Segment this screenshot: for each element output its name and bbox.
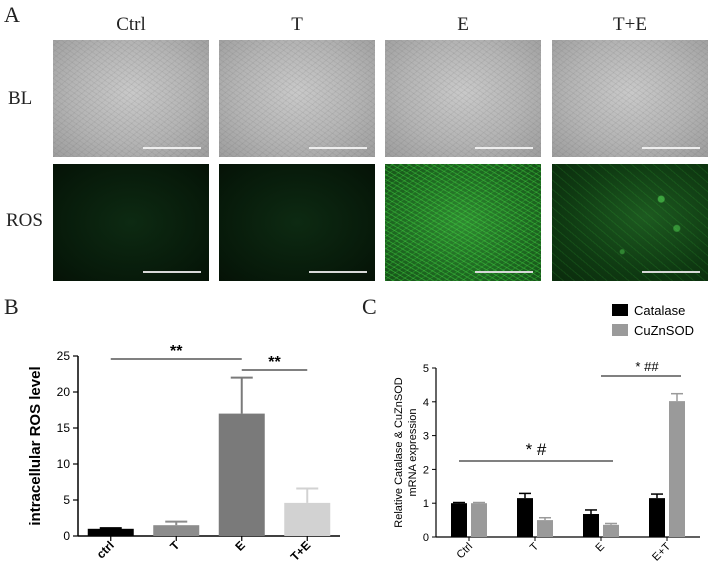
bar-cuznsod-ctrl [471,503,487,537]
scale-bar [143,271,201,273]
bar-ctrl [87,528,134,536]
column-label-t: T [291,14,303,35]
x-tick-label: Ctrl [455,541,476,562]
bar-t [153,525,200,536]
row-label-bl: BL [8,88,33,109]
x-tick-label: E [593,541,607,555]
scale-bar [475,271,533,273]
bar-cuznsod-e-plus-t [669,401,685,537]
column-label-ctrl: Ctrl [116,14,146,35]
y-axis-label-line-1: Relative Catalase & CuZnSOD [393,377,405,527]
bar-cuznsod-t [537,520,553,537]
scale-bar [309,147,367,149]
y-tick-label: 5 [423,363,429,375]
ros-image-ctrl [53,164,209,281]
y-axis-label-line-2: mRNA expression [407,408,419,496]
y-tick-label: 3 [423,431,429,443]
bar-e [218,413,265,536]
scale-bar [642,147,700,149]
y-tick-label: 15 [57,421,71,435]
y-axis-label: intracellular ROS level [27,366,44,525]
y-tick-label: 0 [423,532,429,544]
bar-catalase-ctrl [451,503,467,537]
ros-image-t [219,164,375,281]
y-tick-label: 5 [63,493,70,507]
brightfield-image-ctrl [53,40,209,157]
significance-label: ** [170,343,183,360]
bar-catalase-e [583,514,599,537]
panel-b-letter: B [4,294,19,319]
brightfield-image-e [385,40,541,157]
brightfield-image-t-plus-e [552,40,708,157]
bar-t-plus-e [284,502,331,536]
y-tick-label: 20 [57,385,71,399]
scale-bar [143,147,201,149]
legend-label-cuznsod: CuZnSOD [634,323,694,338]
significance-label: ** [268,354,281,371]
y-tick-label: 10 [57,457,71,471]
legend-swatch-cuznsod [612,324,628,336]
ros-image-t-plus-e [552,164,708,281]
panel-c-letter: C [362,294,377,319]
legend-label-catalase: Catalase [634,303,685,318]
bar-cuznsod-e [603,524,619,537]
legend-swatch-catalase [612,304,628,316]
x-tick-label: T [528,540,541,553]
significance-label: * ## [635,359,659,374]
scale-bar [642,271,700,273]
y-tick-label: 4 [423,397,429,409]
column-label-t-plus-e: T+E [613,14,647,35]
ros-image-e [385,164,541,281]
y-tick-label: 1 [423,498,429,510]
bar-catalase-e-plus-t [649,498,665,537]
panel-a-letter: A [4,2,20,27]
significance-label: * # [526,440,547,459]
scale-bar [309,271,367,273]
y-tick-label: 2 [423,464,429,476]
column-label-e: E [457,14,469,35]
y-tick-label: 0 [63,529,70,543]
x-tick-label: E+T [650,540,673,563]
bar-catalase-t [517,498,533,537]
row-label-ros: ROS [6,210,43,231]
scale-bar [475,147,533,149]
y-tick-label: 25 [57,349,71,363]
brightfield-image-t [219,40,375,157]
